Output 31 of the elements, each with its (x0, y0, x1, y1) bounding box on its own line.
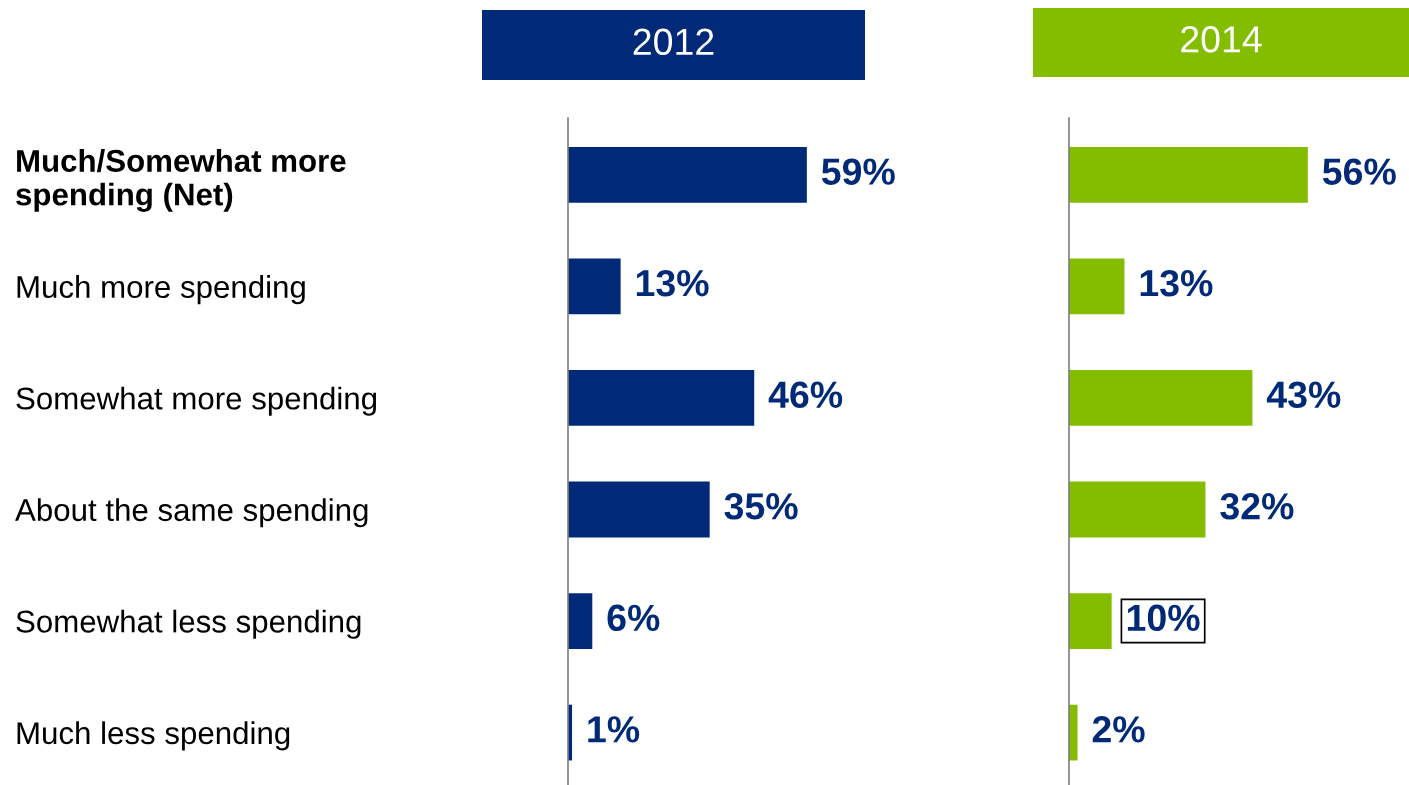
bar (568, 481, 710, 538)
bar (568, 147, 807, 203)
data-label: 43% (1266, 381, 1341, 409)
bar (1069, 370, 1253, 426)
bar (1069, 147, 1308, 203)
data-label: 10% (1127, 604, 1200, 632)
chart-title: 2012 (633, 28, 714, 56)
bar (568, 258, 621, 315)
bar (1069, 258, 1125, 315)
data-label: 56% (1322, 158, 1396, 185)
data-label: 35% (724, 493, 798, 520)
data-label: 32% (1220, 493, 1294, 520)
data-label: 13% (1140, 269, 1213, 297)
y-tick-label: Much/Somewhat more spending (Net) (16, 149, 346, 212)
data-label: 2% (1092, 716, 1145, 743)
bar (1069, 704, 1078, 761)
bar (568, 370, 755, 426)
y-tick-label: Much less spending (17, 721, 290, 751)
y-tick-label: Much more spending (17, 275, 305, 305)
data-label: 1% (588, 716, 640, 743)
bar (568, 593, 593, 649)
y-tick-label: Somewhat less spending (16, 609, 361, 639)
bar (1069, 481, 1206, 538)
y-tick-label: About the same spending (15, 498, 368, 528)
data-label: 46% (768, 381, 843, 409)
data-label: 6% (607, 604, 660, 632)
chart-title: 2014 (1181, 26, 1262, 53)
data-label: 13% (636, 269, 709, 297)
y-tick-label: Somewhat more spending (16, 386, 377, 416)
data-label: 59% (821, 158, 895, 185)
bar (1069, 593, 1112, 649)
